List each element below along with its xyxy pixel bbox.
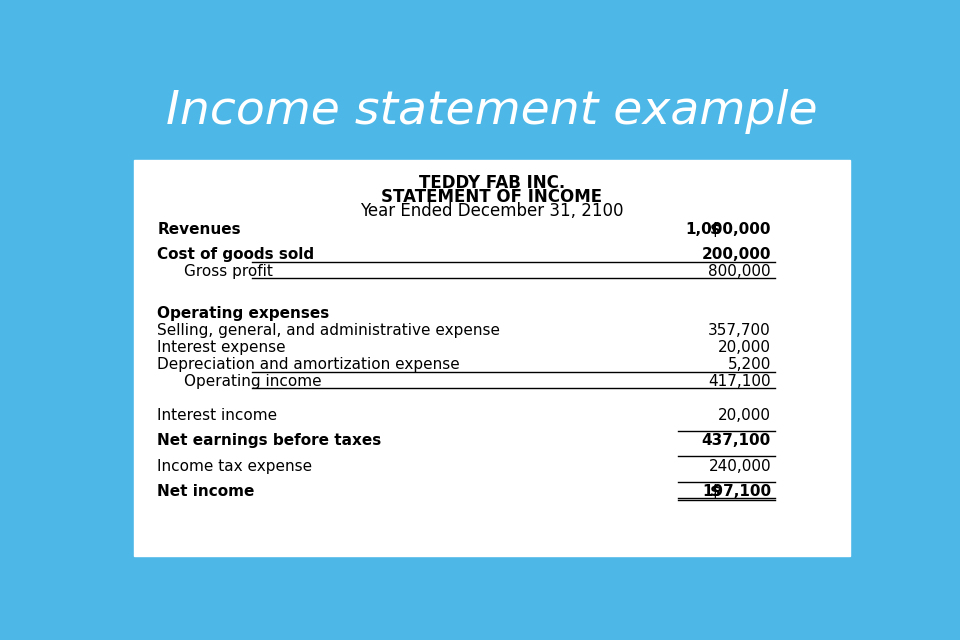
Text: 240,000: 240,000 xyxy=(708,459,771,474)
Text: Operating expenses: Operating expenses xyxy=(157,307,329,321)
Text: 197,100: 197,100 xyxy=(702,484,771,499)
Bar xyxy=(120,77,864,146)
Text: Gross profit: Gross profit xyxy=(184,264,274,279)
Text: Net income: Net income xyxy=(157,484,254,499)
Text: Income statement example: Income statement example xyxy=(166,89,818,134)
Text: 200,000: 200,000 xyxy=(702,247,771,262)
Bar xyxy=(120,556,864,570)
Text: Income tax expense: Income tax expense xyxy=(157,459,312,474)
Text: Operating income: Operating income xyxy=(184,374,322,389)
Text: Net earnings before taxes: Net earnings before taxes xyxy=(157,433,381,448)
Text: Revenues: Revenues xyxy=(157,221,241,237)
Text: Interest expense: Interest expense xyxy=(157,340,286,355)
Text: 800,000: 800,000 xyxy=(708,264,771,279)
Text: Cost of goods sold: Cost of goods sold xyxy=(157,247,314,262)
Text: 357,700: 357,700 xyxy=(708,323,771,338)
Text: 5,200: 5,200 xyxy=(728,357,771,372)
Text: Interest income: Interest income xyxy=(157,408,277,423)
Text: 20,000: 20,000 xyxy=(718,408,771,423)
Bar xyxy=(134,160,850,556)
Text: 437,100: 437,100 xyxy=(702,433,771,448)
Text: 417,100: 417,100 xyxy=(708,374,771,389)
Text: $: $ xyxy=(710,484,721,499)
Text: Selling, general, and administrative expense: Selling, general, and administrative exp… xyxy=(157,323,500,338)
Text: TEDDY FAB INC.: TEDDY FAB INC. xyxy=(419,174,565,192)
Text: Depreciation and amortization expense: Depreciation and amortization expense xyxy=(157,357,460,372)
Text: STATEMENT OF INCOME: STATEMENT OF INCOME xyxy=(381,188,603,205)
Text: $: $ xyxy=(710,221,721,237)
Text: Year Ended December 31, 2100: Year Ended December 31, 2100 xyxy=(360,202,624,220)
Text: 20,000: 20,000 xyxy=(718,340,771,355)
Text: 1,000,000: 1,000,000 xyxy=(685,221,771,237)
